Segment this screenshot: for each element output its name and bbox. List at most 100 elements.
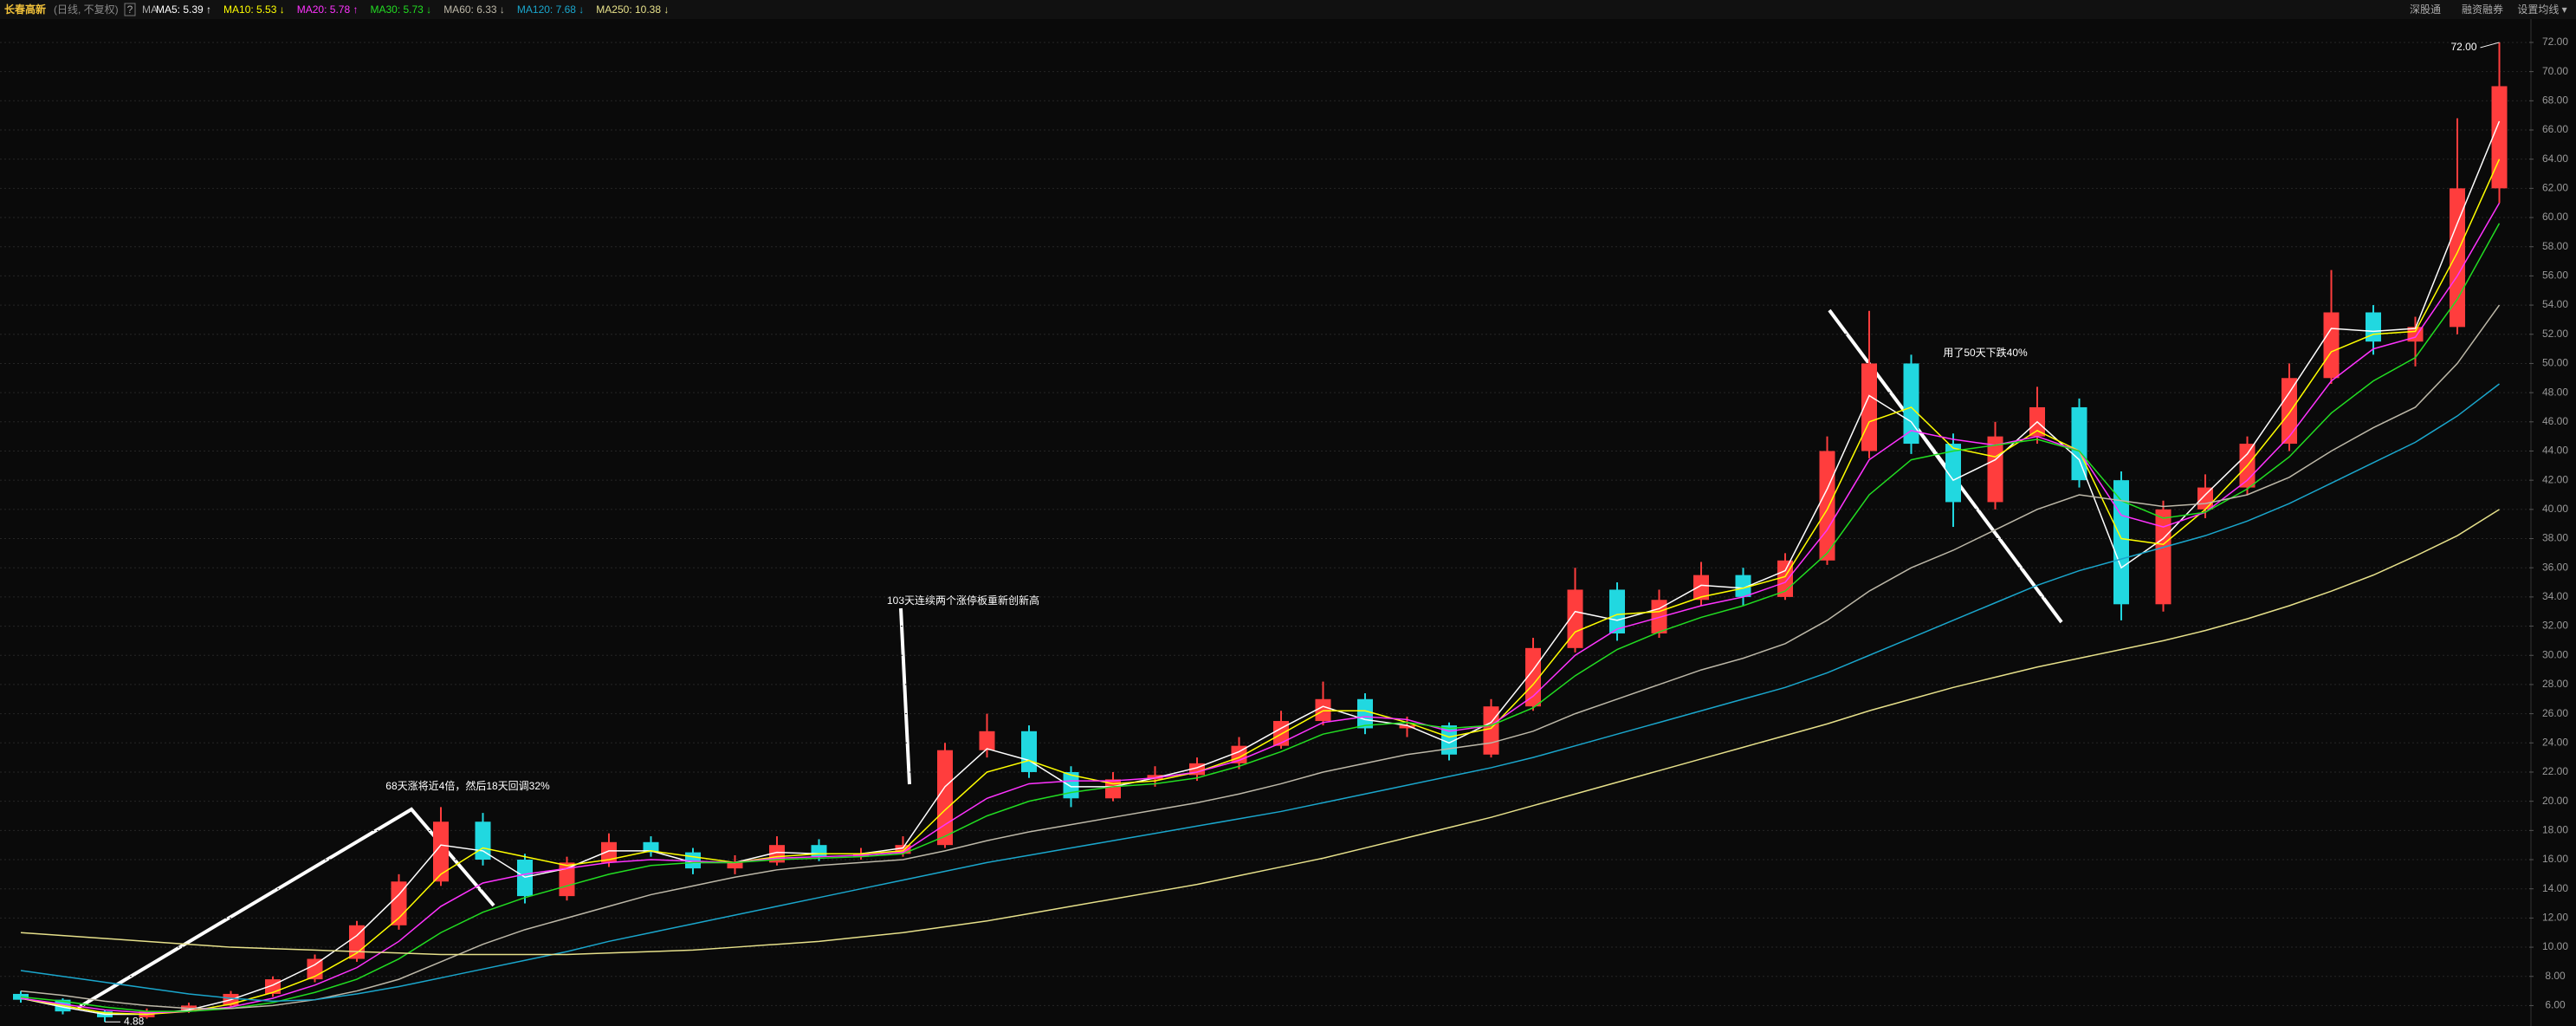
ma-line [20,383,2500,1003]
candle-body [2491,86,2508,189]
y-tick-label: 6.00 [2545,999,2566,1011]
trend-line [76,807,495,1010]
y-tick-label: 48.00 [2542,386,2568,398]
candle-body [2323,312,2340,379]
low-label: 4.88 [124,1015,145,1026]
candle-body [2282,378,2297,445]
y-tick-label: 50.00 [2542,357,2568,369]
candle-body [1021,731,1037,772]
y-tick-label: 68.00 [2542,94,2568,106]
y-tick-label: 44.00 [2542,445,2568,457]
y-tick-label: 56.00 [2542,269,2568,282]
trend-line [899,607,911,785]
candle-body [1735,575,1751,597]
candle-body [1609,589,1625,633]
legend-entry: MA120: 7.68 ↓ [517,3,584,16]
candle-body [1819,451,1835,561]
y-tick-label: 22.00 [2542,765,2568,777]
annotation: 68天涨将近4倍，然后18天回调32% [385,779,550,792]
y-tick-label: 34.00 [2542,590,2568,602]
y-tick-label: 40.00 [2542,503,2568,515]
candle-body [1903,363,1919,445]
candle-body [1483,706,1499,755]
link[interactable]: 设置均线 ▾ [2517,3,2566,16]
candle-body [1441,725,1457,755]
legend-entry: MA10: 5.53 ↓ [223,3,285,16]
y-tick-label: 18.00 [2542,824,2568,836]
candle-body [559,862,575,897]
candle-body [2071,406,2087,481]
candle-body [1693,575,1709,601]
y-tick-label: 66.00 [2542,123,2568,135]
ma-line [20,159,2501,1016]
ma-icon[interactable]: MA [142,3,158,16]
candle-body [1147,775,1163,780]
y-tick-label: 42.00 [2542,473,2568,485]
y-tick-label: 20.00 [2542,795,2568,807]
help-box[interactable] [124,3,136,16]
help[interactable]: ? [127,3,133,16]
candle-body [2155,509,2171,605]
candle-body [2197,487,2213,510]
y-tick-label: 54.00 [2542,298,2568,310]
link[interactable]: 融资融券 [2462,3,2503,16]
annotation: 用了50天下跌40% [1943,346,2028,359]
y-tick-label: 36.00 [2542,561,2568,573]
candle-body [1567,589,1583,648]
y-tick-label: 10.00 [2542,940,2568,952]
ma-line [20,202,2501,1014]
candle-body [601,841,617,863]
y-tick-label: 28.00 [2542,678,2568,690]
candle-body [433,821,449,882]
ma-line [20,120,2501,1016]
link[interactable]: 深股通 [2410,3,2441,16]
ma-line [20,223,2501,1012]
y-tick-label: 12.00 [2542,912,2568,924]
candle-body [1651,600,1667,633]
candle-body [937,750,953,846]
candle-body [2113,480,2129,605]
y-tick-label: 62.00 [2542,182,2568,194]
y-tick-label: 46.00 [2542,415,2568,427]
y-tick-label: 58.00 [2542,240,2568,252]
y-tick-label: 60.00 [2542,211,2568,223]
legend-entry: MA60: 6.33 ↓ [443,3,505,16]
legend-entry: MA5: 5.39 ↑ [156,3,211,16]
candle-body [979,731,995,750]
candle-body [1945,444,1961,503]
candle-body [517,860,533,897]
header-bar [0,0,2576,19]
y-tick-label: 14.00 [2542,882,2568,894]
y-tick-label: 8.00 [2545,970,2566,982]
subtitle: (日线, 不复权) [54,3,119,16]
candle-body [1399,725,1415,729]
y-tick-label: 52.00 [2542,328,2568,340]
candle-body [643,841,659,853]
y-tick-label: 38.00 [2542,532,2568,544]
y-tick-label: 64.00 [2542,153,2568,165]
high-label: 72.00 [2450,41,2476,53]
candle-body [811,845,827,857]
candle-body [727,862,743,869]
y-tick-label: 70.00 [2542,65,2568,77]
ma-line [20,509,2500,956]
candle-body [1987,436,2003,503]
y-tick-label: 72.00 [2542,36,2568,48]
stock-name: 长春高新 [4,3,46,16]
high-pointer [2480,42,2500,49]
y-tick-label: 26.00 [2542,707,2568,719]
y-tick-label: 30.00 [2542,648,2568,660]
legend-entry: MA20: 5.78 ↑ [297,3,359,16]
candle-body [895,845,911,854]
legend-entry: MA250: 10.38 ↓ [596,3,669,16]
y-tick-label: 32.00 [2542,620,2568,632]
candle-body [1357,698,1373,729]
annotation: 103天连续两个涨停板重新创新高 [887,594,1039,607]
y-tick-label: 24.00 [2542,736,2568,748]
legend-entry: MA30: 5.73 ↓ [370,3,431,16]
y-tick-label: 16.00 [2542,853,2568,865]
ma-line [20,304,2501,1010]
